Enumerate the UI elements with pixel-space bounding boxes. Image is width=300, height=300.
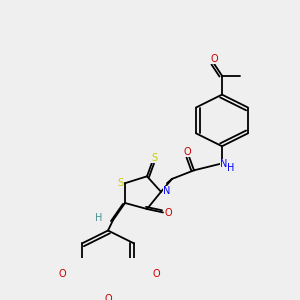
Text: N: N [220, 159, 228, 169]
Text: O: O [183, 147, 191, 157]
Text: O: O [104, 294, 112, 300]
Text: H: H [227, 163, 235, 173]
Text: S: S [151, 153, 157, 163]
Text: O: O [152, 268, 160, 278]
Text: N: N [163, 186, 171, 196]
Text: O: O [58, 268, 66, 278]
Text: S: S [117, 178, 123, 188]
Text: O: O [164, 208, 172, 218]
Text: H: H [95, 214, 103, 224]
Text: O: O [210, 54, 218, 64]
